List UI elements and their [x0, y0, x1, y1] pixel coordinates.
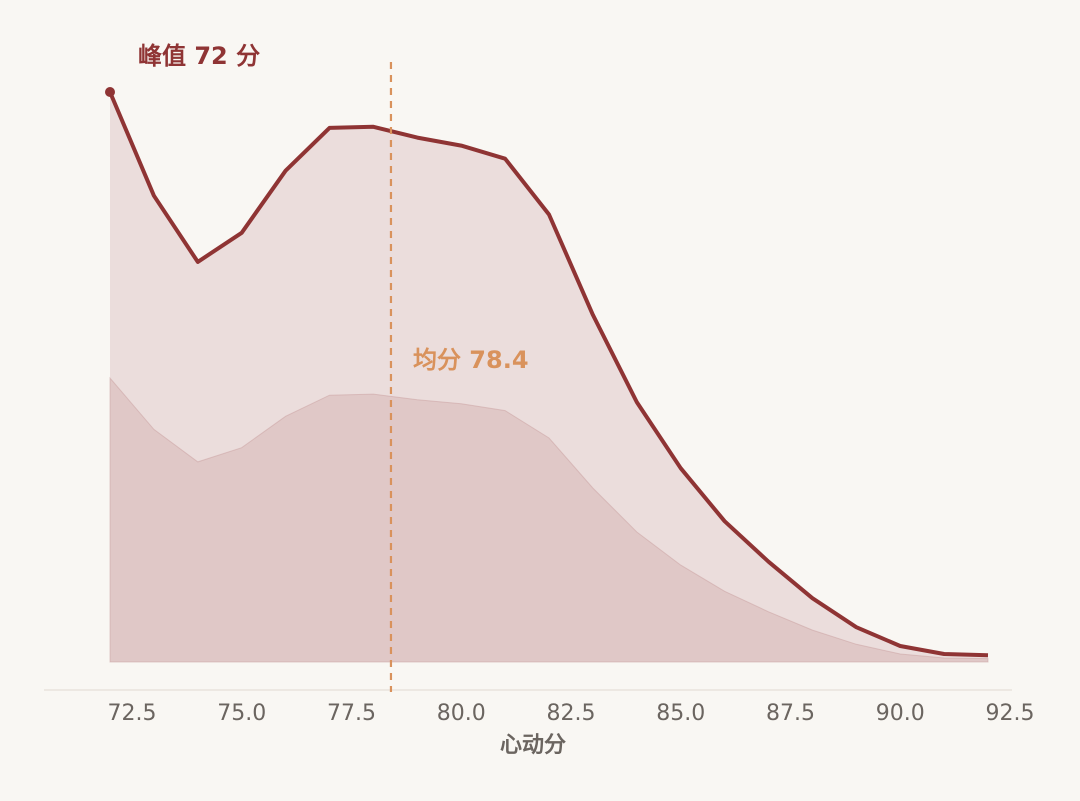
x-tick-label: 80.0	[437, 701, 486, 726]
x-tick-label: 82.5	[546, 701, 595, 726]
x-tick-label: 85.0	[656, 701, 705, 726]
line-layer	[108, 91, 989, 658]
peak-marker	[105, 87, 115, 97]
mean-annotation: 均分 78.4	[413, 346, 529, 374]
x-tick-labels: 72.5 75.0 77.5 80.0 82.5 85.0 87.5 90.0 92.5	[107, 701, 1034, 726]
series-area-1	[110, 92, 988, 662]
x-tick-label: 77.5	[327, 701, 376, 726]
x-axis-title: 心动分	[500, 733, 566, 758]
series-line-1	[108, 91, 989, 658]
area-layer	[109, 92, 989, 663]
x-tick-label: 72.5	[107, 701, 156, 726]
x-tick-label: 90.0	[876, 701, 925, 726]
x-tick-label: 87.5	[766, 701, 815, 726]
x-tick-label: 75.0	[217, 701, 266, 726]
series-area-2	[109, 376, 989, 663]
x-tick-label: 92.5	[985, 701, 1034, 726]
peak-annotation: 峰值 72 分	[138, 42, 260, 70]
